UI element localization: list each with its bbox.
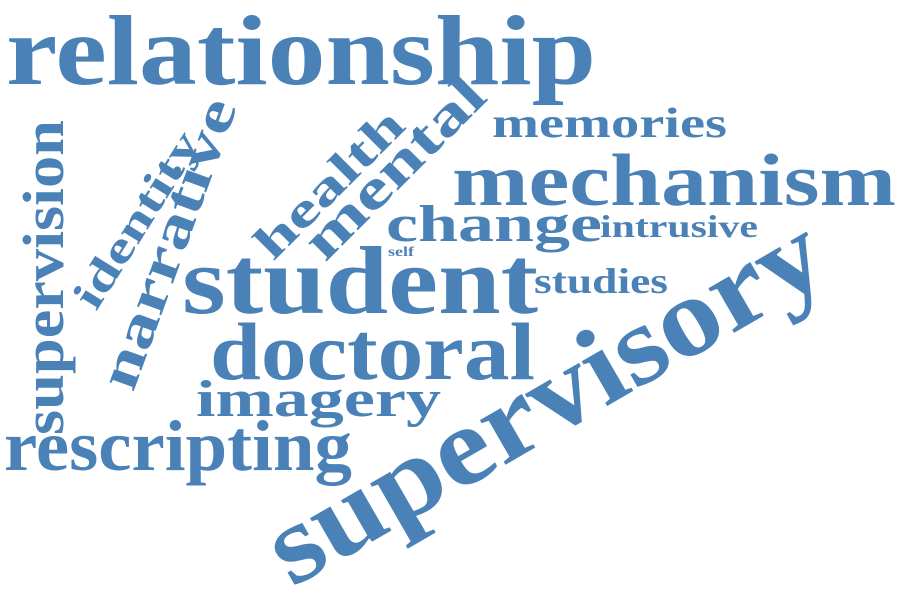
- word-intrusive: intrusive: [600, 208, 758, 244]
- word-memories: memories: [492, 101, 727, 147]
- word-relationship: relationship: [6, 0, 596, 106]
- word-mechanism: mechanism: [452, 140, 896, 222]
- word-supervision: supervision: [11, 120, 76, 435]
- word-rescripting: rescripting: [4, 406, 352, 486]
- word-cloud-words: relationship supervisory student mechani…: [4, 0, 896, 593]
- word-student: student: [182, 227, 538, 334]
- word-imagery: imagery: [196, 371, 441, 428]
- word-change: change: [386, 196, 602, 253]
- word-self: self: [388, 245, 414, 260]
- word-studies: studies: [534, 261, 668, 301]
- word-doctoral: doctoral: [210, 306, 535, 397]
